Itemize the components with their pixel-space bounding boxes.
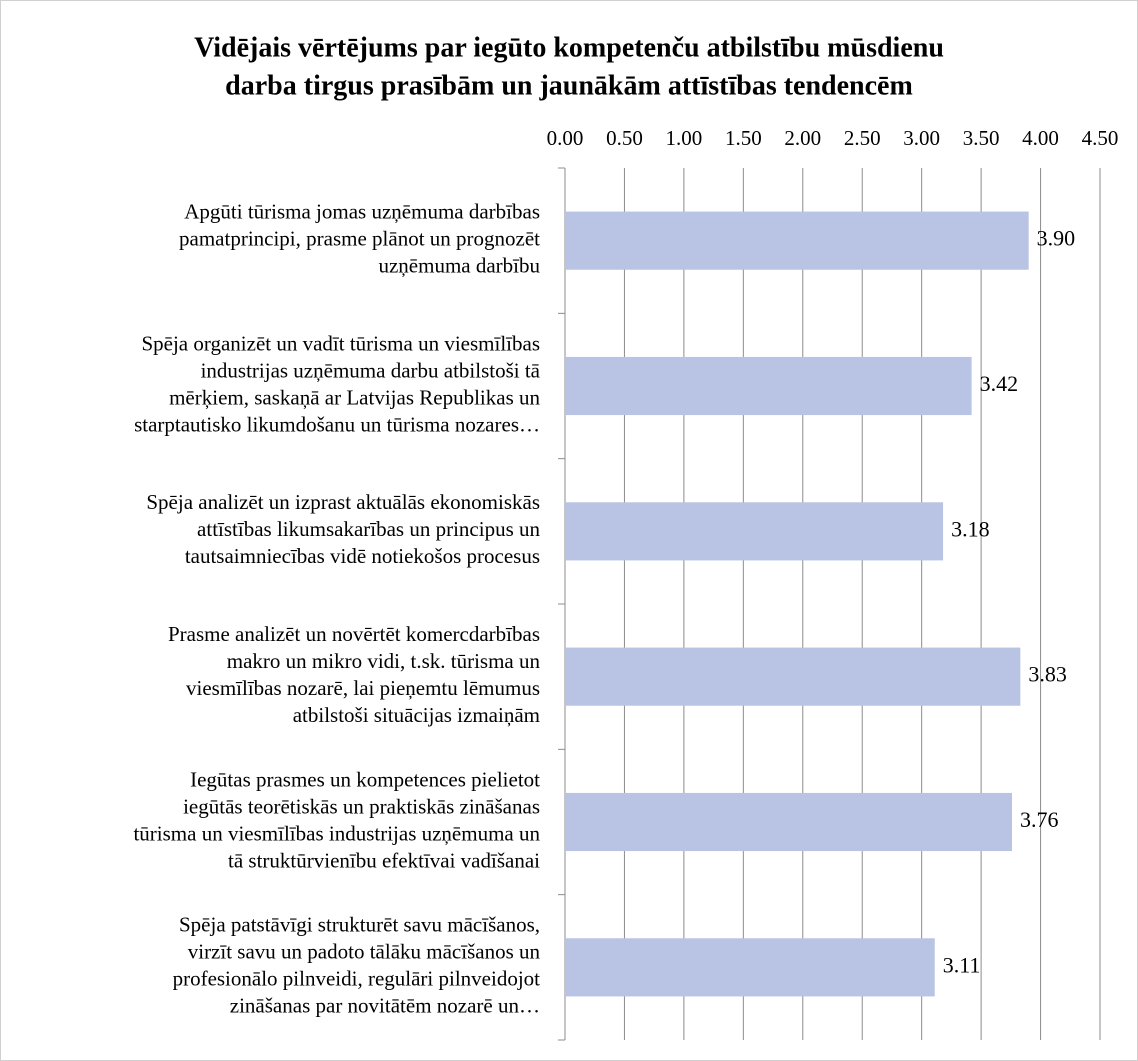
x-tick-label: 4.00 xyxy=(1022,126,1059,150)
bar xyxy=(565,502,944,561)
value-label: 3.11 xyxy=(943,952,981,977)
chart-title: darba tirgus prasībām un jaunākām attīst… xyxy=(225,70,913,101)
y-tick-label: Prasme analizēt un novērtēt komercdarbīb… xyxy=(168,622,540,646)
y-tick-label: Spēja patstāvīgi strukturēt savu mācīšan… xyxy=(179,913,540,937)
bar xyxy=(565,647,1021,706)
y-tick-label: profesionālo pilnveidi, regulāri pilnvei… xyxy=(173,967,541,991)
bar xyxy=(565,792,1013,852)
x-tick-label: 3.00 xyxy=(903,126,940,150)
y-tick-label: tautsaimniecības vidē notiekošos procesu… xyxy=(185,544,540,568)
y-tick-label: virzīt savu un padoto tālāku mācīšanos u… xyxy=(188,940,541,964)
x-tick-label: 1.00 xyxy=(666,126,703,150)
y-tick-label: pamatprincipi, prasme plānot un prognozē… xyxy=(179,226,540,250)
x-tick-label: 3.50 xyxy=(963,126,1000,150)
y-tick-label: mērķiem, saskaņā ar Latvijas Republikas … xyxy=(169,385,540,409)
y-tick-label: makro un mikro vidi, t.sk. tūrisma un xyxy=(227,649,541,673)
bar xyxy=(565,211,1029,270)
y-tick-label: Apgūti tūrisma jomas uzņēmuma darbības xyxy=(184,199,540,223)
y-tick-label: Spēja organizēt un vadīt tūrisma un vies… xyxy=(141,331,540,355)
y-tick-label: starptautisko likumdošanu un tūrisma noz… xyxy=(134,412,540,436)
value-label: 3.83 xyxy=(1028,662,1067,687)
y-tick-label: Iegūtas prasmes un kompetences pielietot xyxy=(190,767,540,791)
x-tick-label: 4.50 xyxy=(1082,126,1119,150)
y-tick-label: Spēja analizēt un izprast aktuālās ekono… xyxy=(146,490,540,514)
value-label: 3.76 xyxy=(1020,807,1059,832)
y-tick-label: tā struktūrvienību efektīvai vadīšanai xyxy=(228,848,540,872)
y-tick-label: atbilstoši situācijas izmaiņām xyxy=(293,703,540,727)
y-tick-label: uzņēmuma darbību xyxy=(378,253,540,277)
x-tick-label: 2.00 xyxy=(784,126,821,150)
bar xyxy=(565,356,972,416)
value-label: 3.42 xyxy=(980,371,1019,396)
y-tick-label: iegūtās teorētiskās un praktiskās zināša… xyxy=(183,794,540,818)
x-tick-label: 0.50 xyxy=(606,126,643,150)
y-tick-label: viesmīlības nozarē, lai pieņemtu lēmumus xyxy=(186,676,540,700)
value-label: 3.18 xyxy=(951,516,990,541)
y-tick-label: attīstības likumsakarības un principus u… xyxy=(197,517,540,541)
bar xyxy=(565,938,935,997)
y-tick-label: zināšanas par novitātēm nozarē un… xyxy=(230,994,540,1018)
x-tick-label: 2.50 xyxy=(844,126,881,150)
chart-title: Vidējais vērtējums par iegūto kompetenču… xyxy=(194,32,944,63)
value-label: 3.90 xyxy=(1037,226,1076,251)
x-tick-label: 0.00 xyxy=(547,126,584,150)
x-tick-label: 1.50 xyxy=(725,126,762,150)
y-tick-label: tūrisma un viesmīlības industrijas uzņēm… xyxy=(133,821,540,845)
y-tick-label: industrijas uzņēmuma darbu atbilstoši tā xyxy=(201,358,541,382)
